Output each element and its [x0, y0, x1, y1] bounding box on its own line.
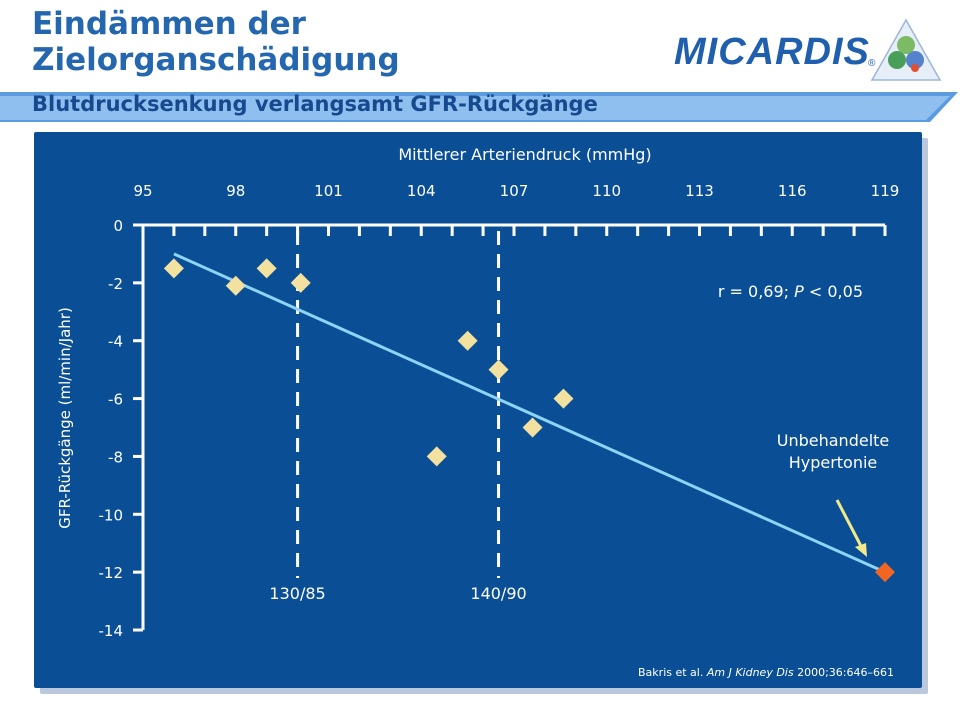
logo-triangle-icon	[870, 18, 942, 81]
reference-line-label: 130/85	[269, 584, 325, 603]
x-tick-label: 101	[314, 182, 343, 200]
data-points	[163, 258, 895, 583]
annotation-arrow-head	[855, 543, 867, 557]
y-tick-label: -2	[108, 275, 123, 293]
y-tick-label: 0	[113, 217, 123, 235]
untreated-data-point	[875, 562, 895, 583]
reference-lines: 130/85 140/90	[269, 231, 527, 603]
reference-line-label: 140/90	[470, 584, 526, 603]
y-tick-label: -14	[99, 622, 124, 640]
subtitle-bar	[0, 92, 958, 122]
data-point	[256, 258, 277, 279]
data-point	[426, 446, 447, 467]
data-point	[457, 330, 478, 351]
data-point	[553, 388, 574, 409]
data-point	[488, 359, 509, 380]
y-tick-label: -10	[99, 506, 124, 524]
data-point	[225, 275, 246, 296]
data-point	[290, 272, 311, 293]
y-axis-title: GFR-Rückgänge (ml/min/Jahr)	[56, 307, 74, 529]
x-tick-label: 107	[500, 182, 529, 200]
x-tick-label: 110	[592, 182, 621, 200]
untreated-label-line2: Hypertonie	[789, 453, 878, 472]
y-tick-label: -6	[108, 391, 123, 409]
y-tick-label: -8	[108, 448, 123, 466]
regression-line-group	[173, 252, 886, 574]
annotation-arrow-shaft	[835, 499, 864, 549]
data-point	[522, 417, 543, 438]
slide-title: Eindämmen der Zielorganschädigung	[32, 6, 400, 78]
regression-line	[173, 252, 886, 574]
x-tick-label: 95	[133, 182, 152, 200]
x-tick-label: 104	[407, 182, 436, 200]
x-tick-label: 116	[778, 182, 807, 200]
slide-subtitle: Blutdrucksenkung verlangsamt GFR-Rückgän…	[32, 92, 598, 116]
y-tick-label: -12	[99, 564, 124, 582]
correlation-stat: r = 0,69; P < 0,05	[718, 282, 863, 301]
axes: 95 98 101 104 107 110 113 116 119 0 -2 -4 -6 -8 -10 -12…	[99, 182, 900, 640]
x-tick-label: 119	[871, 182, 900, 200]
source-citation: Bakris et al. Am J Kidney Dis 2000;36:64…	[638, 666, 894, 679]
x-tick-label: 113	[685, 182, 714, 200]
micardis-logo: MICARDIS ®	[674, 18, 942, 81]
x-axis-title: Mittlerer Arteriendruck (mmHg)	[398, 145, 651, 164]
y-tick-label: -4	[108, 333, 123, 351]
untreated-label-line1: Unbehandelte	[777, 431, 890, 450]
x-tick-label: 98	[226, 182, 245, 200]
data-point	[163, 258, 184, 279]
logo-wordmark: MICARDIS	[674, 31, 870, 73]
logo-registered-mark: ®	[868, 58, 876, 69]
